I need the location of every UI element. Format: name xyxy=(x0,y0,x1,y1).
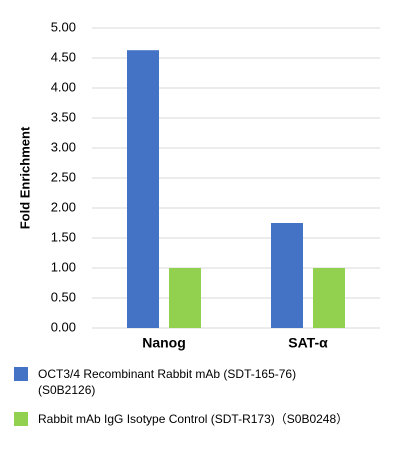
legend-label: OCT3/4 Recombinant Rabbit mAb (SDT-165-7… xyxy=(38,367,297,397)
y-tick-label: 1.50 xyxy=(51,229,76,244)
y-tick-label: 2.50 xyxy=(51,169,76,184)
y-tick-label: 2.00 xyxy=(51,199,76,214)
y-axis-title: Fold Enrichment xyxy=(17,126,32,229)
bar xyxy=(169,268,201,328)
bar xyxy=(313,268,345,328)
chart: Fold Enrichment 0.00 0.50 1.00 1.50 2.00 2.50… xyxy=(17,19,380,351)
x-tick-label: Nanog xyxy=(142,335,186,351)
legend-item: Rabbit mAb IgG Isotype Control (SDT-R173… xyxy=(14,411,404,427)
legend-label: Rabbit mAb IgG Isotype Control (SDT-R173… xyxy=(38,412,349,426)
y-tick-label: 1.00 xyxy=(51,259,76,274)
x-tick-label: SAT-α xyxy=(288,335,328,351)
legend-swatch xyxy=(14,412,28,426)
y-tick-label: 0.50 xyxy=(51,289,76,304)
y-tick-label: 5.00 xyxy=(51,19,76,34)
legend-item: OCT3/4 Recombinant Rabbit mAb (SDT-165-7… xyxy=(14,366,314,398)
bar xyxy=(127,50,159,328)
y-tick-label: 4.00 xyxy=(51,79,76,94)
y-tick-label: 3.00 xyxy=(51,139,76,154)
y-tick-label: 3.50 xyxy=(51,109,76,124)
bar xyxy=(271,223,303,328)
y-tick-label: 4.50 xyxy=(51,49,76,64)
legend-swatch xyxy=(14,367,28,381)
y-tick-label: 0.00 xyxy=(51,319,76,334)
